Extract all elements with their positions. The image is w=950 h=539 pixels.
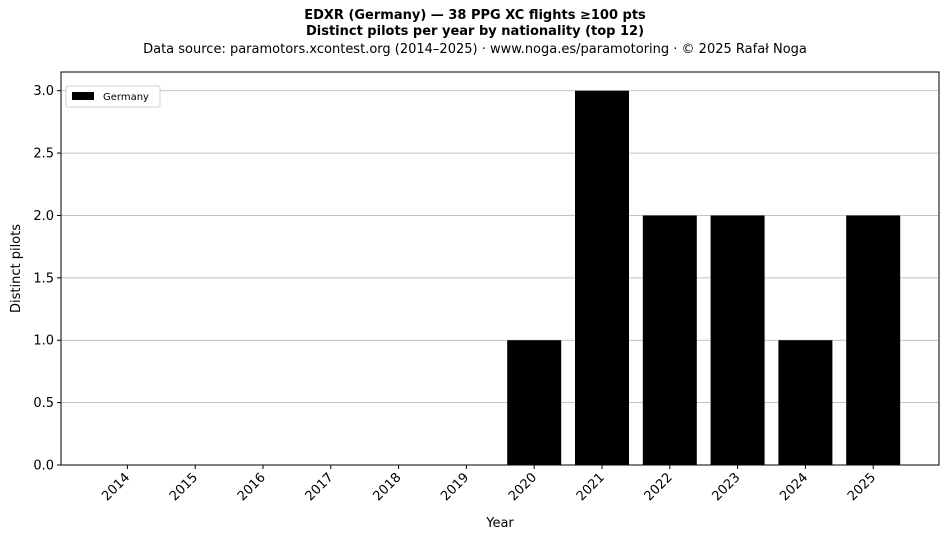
legend-label: Germany — [103, 92, 149, 103]
x-tick-label: 2021 — [574, 470, 608, 504]
x-tick-label: 2022 — [642, 470, 676, 504]
x-tick-label: 2019 — [438, 470, 472, 504]
y-axis-ticks: 0.0 0.5 1.0 1.5 2.0 2.5 3.0 — [33, 84, 61, 474]
bar-2020 — [507, 340, 562, 465]
bar-2023 — [710, 215, 765, 465]
y-axis-label: Distinct pilots — [9, 224, 24, 313]
bar-2025 — [846, 215, 901, 465]
x-tick-label: 2023 — [709, 470, 743, 504]
x-tick-label: 2016 — [235, 470, 269, 504]
legend-swatch — [72, 92, 94, 100]
chart-subtitle: Data source: paramotors.xcontest.org (20… — [143, 42, 807, 57]
chart-title-line-1: EDXR (Germany) — 38 PPG XC flights ≥100 … — [304, 8, 646, 23]
legend: Germany — [65, 85, 161, 108]
bar-2022 — [642, 215, 697, 465]
legend-box — [65, 85, 161, 108]
x-tick-label: 2014 — [99, 470, 133, 504]
x-axis-label: Year — [485, 516, 514, 531]
y-tick-label: 3.0 — [33, 84, 54, 99]
chart-title-line-2: Distinct pilots per year by nationality … — [305, 24, 645, 39]
bars — [507, 90, 901, 465]
y-tick-label: 2.0 — [33, 209, 54, 224]
x-tick-label: 2024 — [777, 470, 811, 504]
x-tick-label: 2018 — [370, 470, 404, 504]
x-axis-ticks: 2014 2015 2016 2017 2018 2019 2020 2021 2022 2023… — [99, 465, 879, 504]
y-tick-label: 0.5 — [33, 396, 54, 411]
x-tick-label: 2015 — [167, 470, 201, 504]
y-tick-label: 1.0 — [33, 334, 54, 349]
y-tick-label: 1.5 — [33, 271, 54, 286]
x-tick-label: 2025 — [845, 470, 879, 504]
x-tick-label: 2017 — [303, 470, 337, 504]
x-tick-label: 2020 — [506, 470, 540, 504]
chart-title-block: EDXR (Germany) — 38 PPG XC flights ≥100 … — [0, 8, 950, 58]
bar-2021 — [575, 90, 629, 465]
y-tick-label: 2.5 — [33, 147, 54, 162]
plot-frame — [60, 71, 940, 466]
bar-2024 — [778, 340, 833, 465]
y-tick-label: 0.0 — [33, 459, 54, 474]
